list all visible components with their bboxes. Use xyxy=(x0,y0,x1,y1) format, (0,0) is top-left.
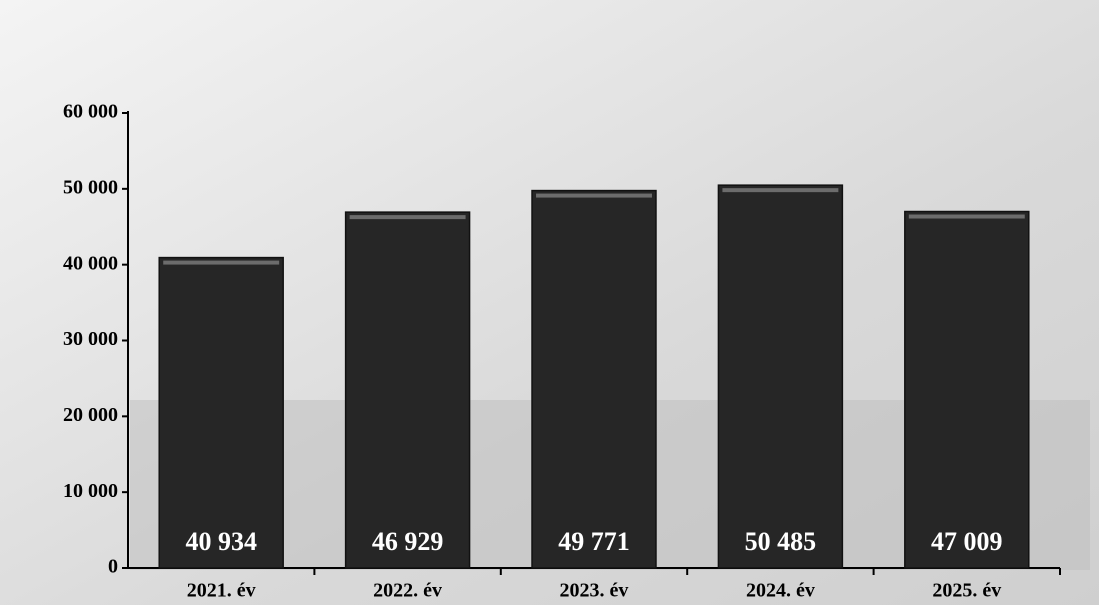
bar-shine xyxy=(349,215,466,220)
value-label: 46 929 xyxy=(372,527,444,556)
value-label: 50 485 xyxy=(745,527,817,556)
x-tick-label: 2025. év xyxy=(932,580,1001,602)
y-tick-label: 30 000 xyxy=(63,328,118,350)
y-tick-label: 20 000 xyxy=(63,404,118,426)
y-tick-label: 40 000 xyxy=(63,252,118,274)
bar-shine xyxy=(536,193,652,198)
value-label: 47 009 xyxy=(931,527,1003,556)
x-tick-label: 2023. év xyxy=(560,580,629,602)
x-tick-label: 2021. év xyxy=(187,580,256,602)
bar xyxy=(158,256,284,569)
y-tick-label: 60 000 xyxy=(63,101,118,123)
y-tick-label: 50 000 xyxy=(63,176,118,198)
bar-shine xyxy=(908,214,1025,219)
value-label: 49 771 xyxy=(558,527,630,556)
value-label: 40 934 xyxy=(185,527,257,556)
bar-shine xyxy=(163,260,280,265)
bar xyxy=(904,210,1030,569)
y-tick-label: 10 000 xyxy=(63,480,118,502)
y-tick-label: 0 xyxy=(108,556,118,578)
bar xyxy=(717,184,844,569)
bar xyxy=(344,211,471,569)
bar xyxy=(531,189,657,569)
x-tick-label: 2024. év xyxy=(746,580,815,602)
bar-shine xyxy=(722,188,839,193)
x-tick-label: 2022. év xyxy=(373,580,442,602)
